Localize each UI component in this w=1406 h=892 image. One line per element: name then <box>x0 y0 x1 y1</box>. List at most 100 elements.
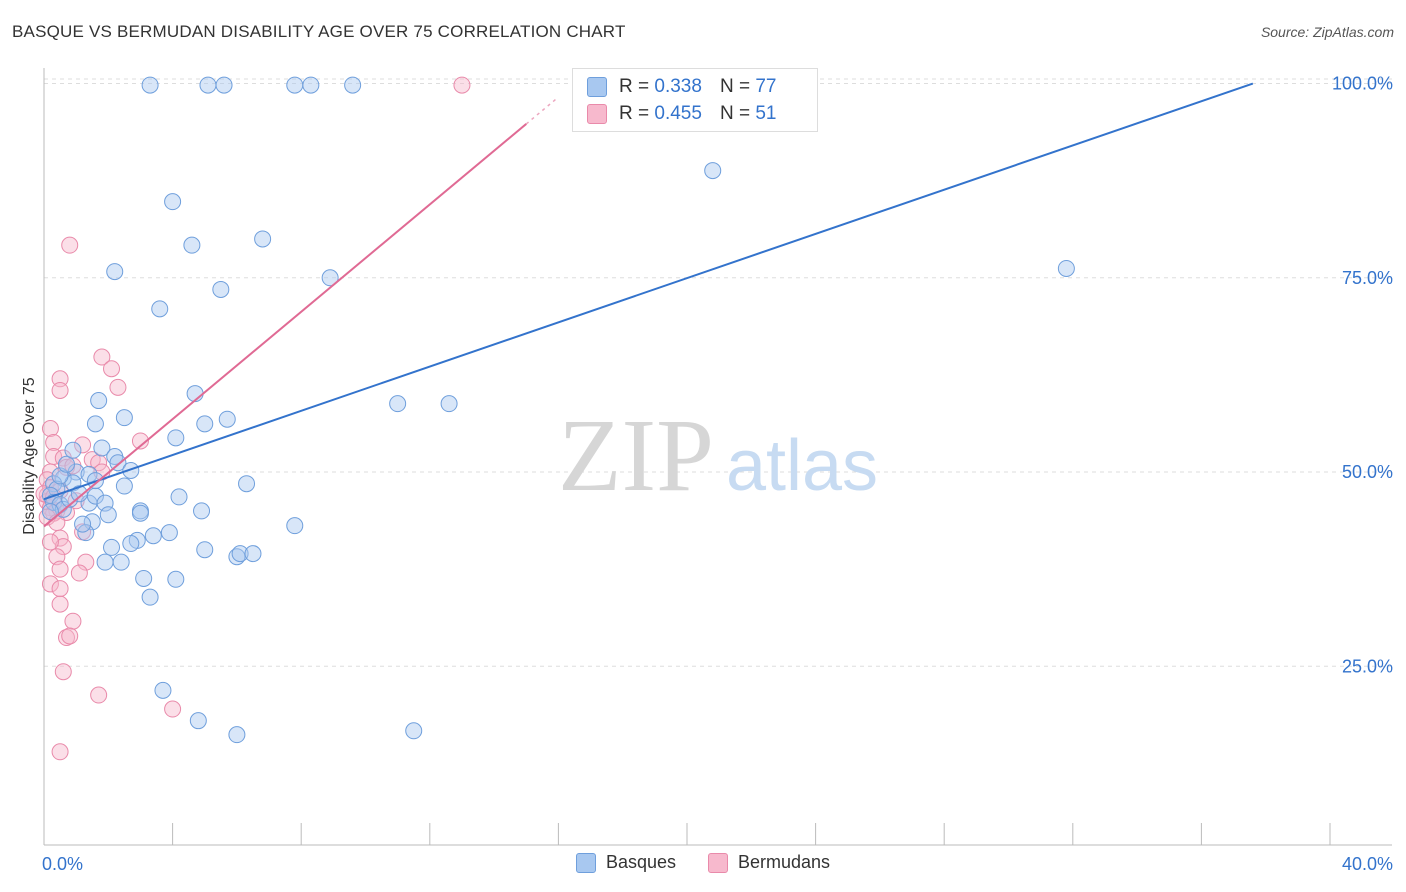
bermudans-point <box>70 564 88 582</box>
legend-item-bermudans[interactable]: Bermudans <box>708 852 830 873</box>
basques-point <box>212 280 230 298</box>
legend-item-basques[interactable]: Basques <box>575 852 676 873</box>
basques-point <box>122 461 140 479</box>
basques-point <box>93 439 111 457</box>
y-tick-label: 25.0% <box>1342 656 1393 676</box>
bermudans-point <box>61 236 79 254</box>
basques-point <box>405 722 423 740</box>
basques-point <box>103 538 121 556</box>
basques-point <box>302 76 320 94</box>
basques-point <box>151 300 169 318</box>
bermudans-point <box>51 595 69 613</box>
basques-point <box>131 504 149 522</box>
basques-point <box>164 193 182 211</box>
bermudans-point <box>90 454 108 472</box>
legend-r-value: 0.455 <box>654 103 702 124</box>
legend-r-value: 0.338 <box>654 76 702 97</box>
bermudans-point <box>54 538 72 556</box>
basques-point <box>199 76 217 94</box>
basques-point <box>99 506 117 524</box>
basques-point <box>196 415 214 433</box>
legend-n-value: 51 <box>755 103 777 124</box>
basques-point <box>286 76 304 94</box>
basques-point <box>160 524 178 542</box>
legend-row-basques: R = 0.338 N = 77 <box>587 75 776 99</box>
basques-point <box>115 477 133 495</box>
bermudans-point <box>51 370 69 388</box>
basques-trend-line <box>43 82 1254 501</box>
legend-r-label: R = <box>619 76 650 97</box>
bermudans-point <box>45 434 63 452</box>
basques-point <box>109 454 127 472</box>
basques-point <box>344 76 362 94</box>
basques-point <box>141 76 159 94</box>
chart-title: BASQUE VS BERMUDAN DISABILITY AGE OVER 7… <box>12 22 626 41</box>
source-label: Source: ZipAtlas.com <box>1260 24 1394 40</box>
bermudans-point <box>93 348 111 366</box>
bermudans-point <box>164 700 182 718</box>
basques-point <box>154 681 172 699</box>
basques-point <box>167 570 185 588</box>
legend-n-value: 77 <box>755 76 777 97</box>
legend-n-label: N = <box>719 76 751 97</box>
bermudans-point <box>103 360 121 378</box>
bermudans-swatch <box>587 104 607 124</box>
basques-legend-swatch <box>575 852 596 873</box>
basques-point <box>58 455 76 473</box>
basques-point <box>183 236 201 254</box>
basques-point <box>54 469 72 487</box>
bermudans-point <box>90 686 108 704</box>
y-tick-label: 75.0% <box>1342 268 1393 288</box>
watermark-atlas: atlas <box>726 426 878 506</box>
bermudans-point <box>41 420 59 438</box>
legend-r-label: R = <box>619 103 650 124</box>
basques-point <box>122 535 140 553</box>
series-legend: Basques Bermudans <box>0 852 1406 873</box>
bermudans-trend-line <box>43 123 527 528</box>
bermudans-point <box>51 580 69 598</box>
bermudans-point <box>41 533 59 551</box>
basques-point <box>90 392 108 410</box>
basques-point <box>64 441 82 459</box>
basques-point <box>228 548 246 566</box>
x-tick-label: 0.0% <box>42 854 83 874</box>
basques-point <box>440 395 458 413</box>
basques-point <box>286 517 304 535</box>
basques-point <box>215 76 233 94</box>
basques-point <box>231 545 249 563</box>
bermudans-trend-extension <box>525 96 559 125</box>
basques-point <box>389 395 407 413</box>
bermudans-point <box>41 575 59 593</box>
basques-point <box>170 488 188 506</box>
legend-n-label: N = <box>719 103 751 124</box>
basques-point <box>321 269 339 287</box>
basques-point <box>41 503 59 521</box>
bermudans-point <box>131 432 149 450</box>
basques-point <box>80 465 98 483</box>
bermudans-point <box>61 627 79 645</box>
basques-point <box>86 415 104 433</box>
basques-point <box>254 230 272 248</box>
basques-point <box>74 515 92 533</box>
basques-point <box>96 553 114 571</box>
bermudans-point <box>51 560 69 578</box>
legend-label-bermudans: Bermudans <box>738 852 831 872</box>
legend-row-bermudans: R = 0.455 N = 51 <box>587 102 776 126</box>
basques-point <box>238 475 256 493</box>
bermudans-point <box>77 553 95 571</box>
basques-point <box>115 409 133 427</box>
legend-label-basques: Basques <box>605 852 676 872</box>
tick-labels: 25.0% 50.0% 75.0% 100.0% 0.0% 40.0% <box>42 74 1393 874</box>
bermudans-point <box>74 436 92 454</box>
basques-point <box>112 553 130 571</box>
basques-point <box>106 263 124 281</box>
axes <box>43 68 1392 846</box>
watermark-zip: ZIP <box>558 398 714 513</box>
basques-swatch <box>587 77 607 97</box>
bermudans-point <box>453 76 471 94</box>
basques-point <box>218 410 236 428</box>
basques-point <box>189 712 207 730</box>
bermudans-legend-swatch <box>708 852 728 873</box>
basques-point <box>77 524 95 542</box>
